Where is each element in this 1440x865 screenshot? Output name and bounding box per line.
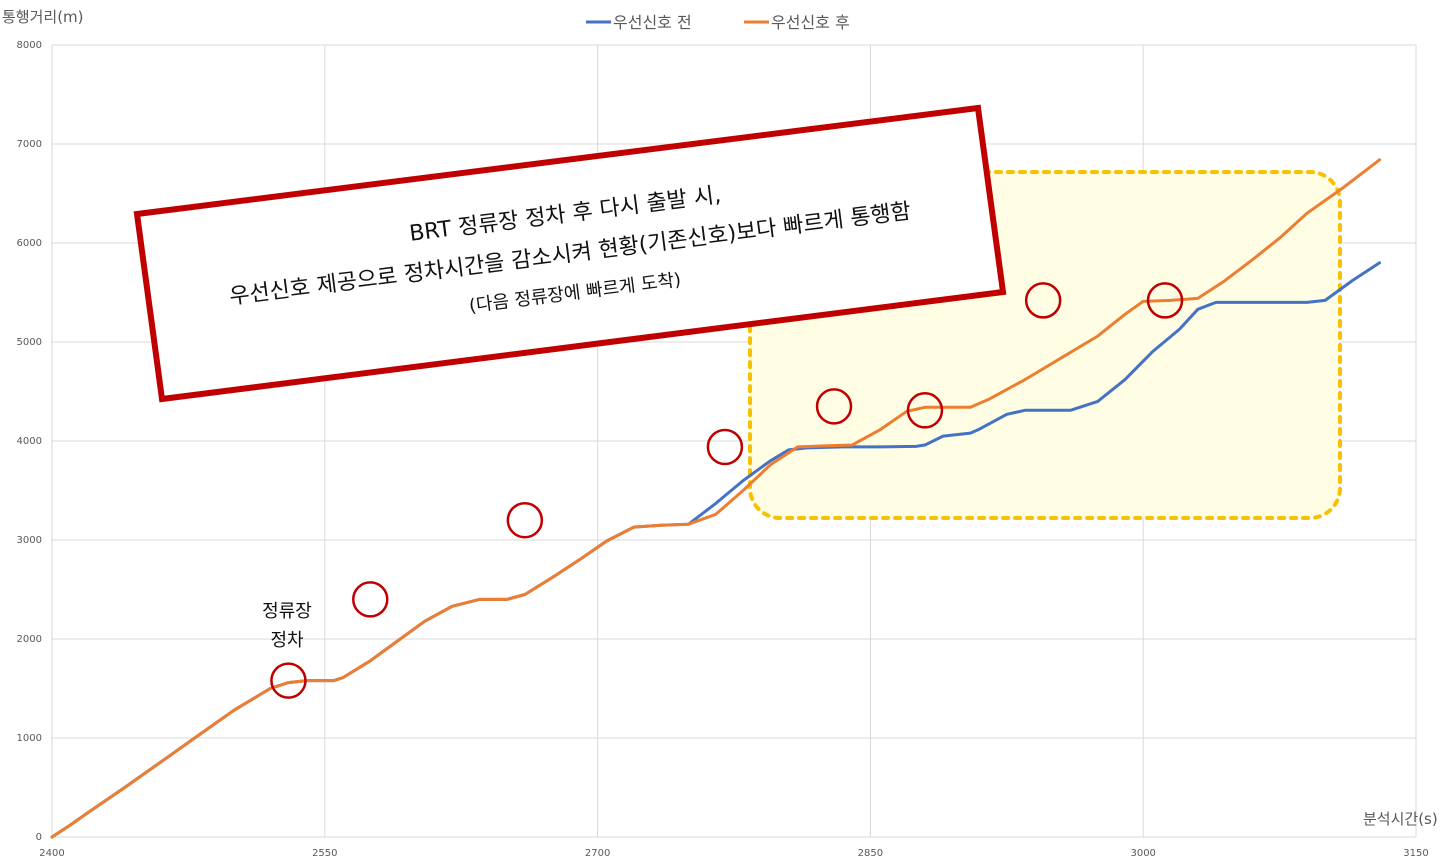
y-tick-label: 1000	[17, 733, 42, 744]
stop-marker-6	[1024, 282, 1062, 319]
y-tick-label: 3000	[17, 535, 42, 546]
x-tick-label: 2550	[312, 848, 337, 859]
y-axis-title: 통행거리(m)	[2, 8, 84, 26]
legend-label-before: 우선신호 전	[613, 13, 692, 32]
x-tick-label: 2700	[585, 848, 610, 859]
stop-marker-0	[270, 662, 307, 699]
y-tick-label: 7000	[17, 139, 42, 150]
y-tick-label: 5000	[17, 337, 42, 348]
y-axis-ticks: 0 1000 2000 3000 4000 5000 6000 7000 8000	[17, 40, 42, 843]
stop-marker-3	[706, 428, 744, 466]
x-tick-label: 3000	[1130, 848, 1155, 859]
legend: 우선신호 전 우선신호 후	[586, 13, 850, 32]
stop-marker-7	[1146, 282, 1184, 319]
x-tick-label: 2850	[858, 848, 883, 859]
x-tick-label: 2400	[39, 848, 64, 859]
callout-frame	[133, 104, 1007, 403]
x-axis-title: 분석시간(s)	[1363, 810, 1438, 828]
stop-marker-2	[506, 501, 544, 539]
y-tick-label: 8000	[17, 40, 42, 51]
callout-box: BRT 정류장 정차 후 다시 출발 시, 우선신호 제공으로 정차시간을 감소…	[133, 104, 1007, 403]
y-tick-label: 4000	[17, 436, 42, 447]
series-layer	[50, 158, 1382, 839]
stop-marker-4	[815, 388, 853, 425]
y-tick-label: 0	[36, 832, 42, 843]
x-axis-ticks: 2400 2550 2700 2850 3000 3150	[39, 848, 1428, 859]
stop-marker-5	[906, 392, 944, 429]
stop-label-line1: 정류장	[262, 601, 312, 622]
x-tick-label: 3150	[1403, 848, 1428, 859]
y-tick-label: 6000	[17, 238, 42, 249]
y-tick-label: 2000	[17, 634, 42, 645]
series-line-1	[50, 158, 1382, 839]
stop-marker-1	[352, 581, 389, 618]
stop-markers	[270, 282, 1184, 699]
legend-label-after: 우선신호 후	[771, 13, 850, 32]
stop-label-line2: 정차	[270, 630, 304, 651]
